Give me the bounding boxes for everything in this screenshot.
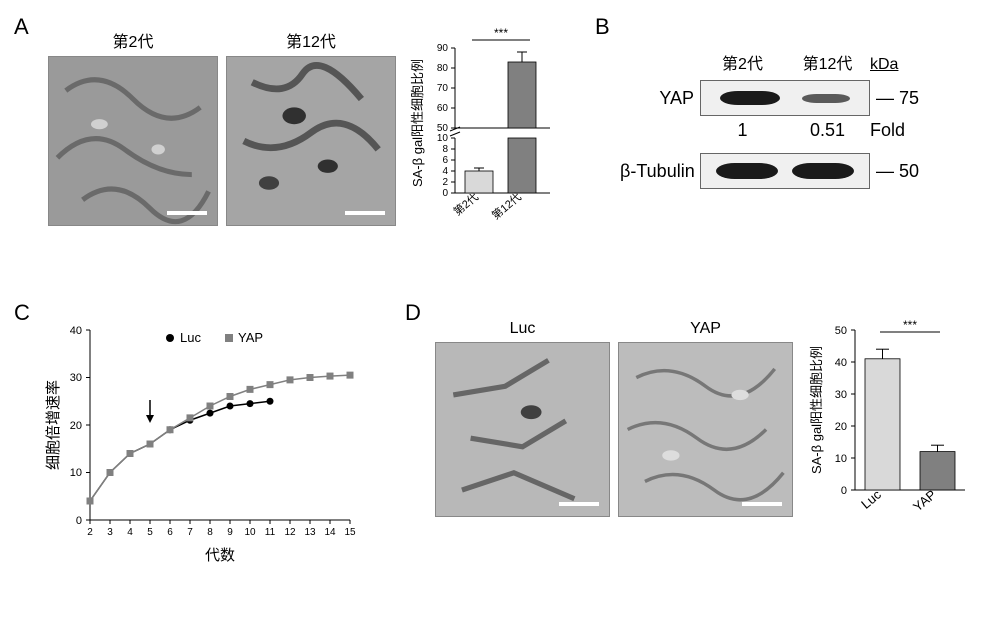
panel-d-micrograph-2: YAP — [618, 320, 793, 517]
svg-text:10: 10 — [244, 527, 256, 538]
panel-d-label: D — [405, 300, 421, 326]
legend-luc: Luc — [180, 330, 201, 345]
blot-col-header: 第12代 — [785, 50, 870, 74]
svg-text:4: 4 — [127, 527, 133, 538]
svg-text:70: 70 — [437, 83, 449, 94]
svg-text:11: 11 — [265, 527, 276, 538]
significance-marker: *** — [903, 318, 917, 332]
svg-text:40: 40 — [70, 325, 82, 337]
svg-text:80: 80 — [437, 63, 449, 74]
svg-text:14: 14 — [324, 527, 336, 538]
svg-text:9: 9 — [227, 527, 233, 538]
blot-col-header: 第2代 — [700, 50, 785, 74]
panel-c-linechart: 0 10 20 30 40 2 3 4 5 6 7 8 9 10 11 12 13 14 15 Luc Y… — [40, 310, 370, 570]
svg-text:0: 0 — [841, 485, 847, 497]
marker-label: 50 — [899, 161, 919, 181]
svg-text:0: 0 — [442, 188, 448, 199]
xtick-label: YAP — [910, 487, 939, 515]
svg-text:20: 20 — [835, 421, 847, 433]
svg-text:40: 40 — [835, 357, 847, 369]
fold-value: 0.51 — [785, 120, 870, 141]
blot-row-name: β-Tubulin — [620, 161, 700, 182]
panel-a-micrograph-2: 第12代 — [226, 28, 396, 226]
svg-text:10: 10 — [70, 467, 82, 479]
svg-text:10: 10 — [437, 133, 449, 144]
panel-a-label: A — [14, 14, 29, 40]
svg-text:4: 4 — [442, 166, 448, 177]
svg-text:50: 50 — [835, 325, 847, 337]
legend-yap: YAP — [238, 330, 263, 345]
panel-d-barchart: 0 10 20 30 40 50 *** Luc YAP SA-β gal阳性细… — [805, 310, 985, 540]
xtick-label: 第2代 — [450, 190, 481, 219]
svg-text:6: 6 — [167, 527, 173, 538]
panel-d-micrograph-1: Luc — [435, 320, 610, 517]
micrograph-title: Luc — [435, 320, 610, 338]
significance-marker: *** — [494, 28, 508, 40]
svg-text:6: 6 — [442, 155, 448, 166]
panel-b-blots: 第2代 第12代 kDa YAP — 75 1 0.51 Fold β-Tubu… — [620, 50, 990, 189]
svg-text:30: 30 — [70, 372, 82, 384]
svg-text:13: 13 — [304, 527, 316, 538]
blot-row-name: YAP — [620, 88, 700, 109]
svg-text:7: 7 — [187, 527, 193, 538]
svg-text:10: 10 — [835, 453, 847, 465]
panel-a-micrograph-1: 第2代 — [48, 28, 218, 226]
svg-text:3: 3 — [107, 527, 113, 538]
svg-text:8: 8 — [207, 527, 213, 538]
fold-value: 1 — [700, 120, 785, 141]
svg-text:2: 2 — [87, 527, 93, 538]
svg-text:20: 20 — [70, 420, 82, 432]
x-axis-label: 代数 — [205, 547, 235, 564]
micrograph-title: YAP — [618, 320, 793, 338]
svg-text:90: 90 — [437, 43, 449, 54]
micrograph-title: 第12代 — [226, 28, 396, 52]
marker-label: 75 — [899, 88, 919, 108]
y-axis-label: 细胞倍增速率 — [45, 380, 62, 470]
y-axis-label: SA-β gal阳性细胞比例 — [809, 346, 824, 474]
micrograph-title: 第2代 — [48, 28, 218, 52]
svg-text:0: 0 — [76, 515, 82, 527]
svg-text:15: 15 — [344, 527, 356, 538]
fold-label: Fold — [870, 120, 930, 141]
svg-text:5: 5 — [147, 527, 153, 538]
svg-text:60: 60 — [437, 103, 449, 114]
panel-a-barchart: *** 50 60 70 80 90 0 2 4 6 8 — [410, 28, 580, 228]
svg-text:30: 30 — [835, 389, 847, 401]
kda-label: kDa — [870, 56, 920, 74]
svg-text:8: 8 — [442, 144, 448, 155]
panel-c-label: C — [14, 300, 30, 326]
xtick-label: 第12代 — [489, 190, 524, 223]
y-axis-label: SA-β gal阳性细胞比例 — [410, 59, 425, 187]
panel-b-label: B — [595, 14, 610, 40]
svg-text:2: 2 — [442, 177, 448, 188]
svg-text:12: 12 — [284, 527, 296, 538]
